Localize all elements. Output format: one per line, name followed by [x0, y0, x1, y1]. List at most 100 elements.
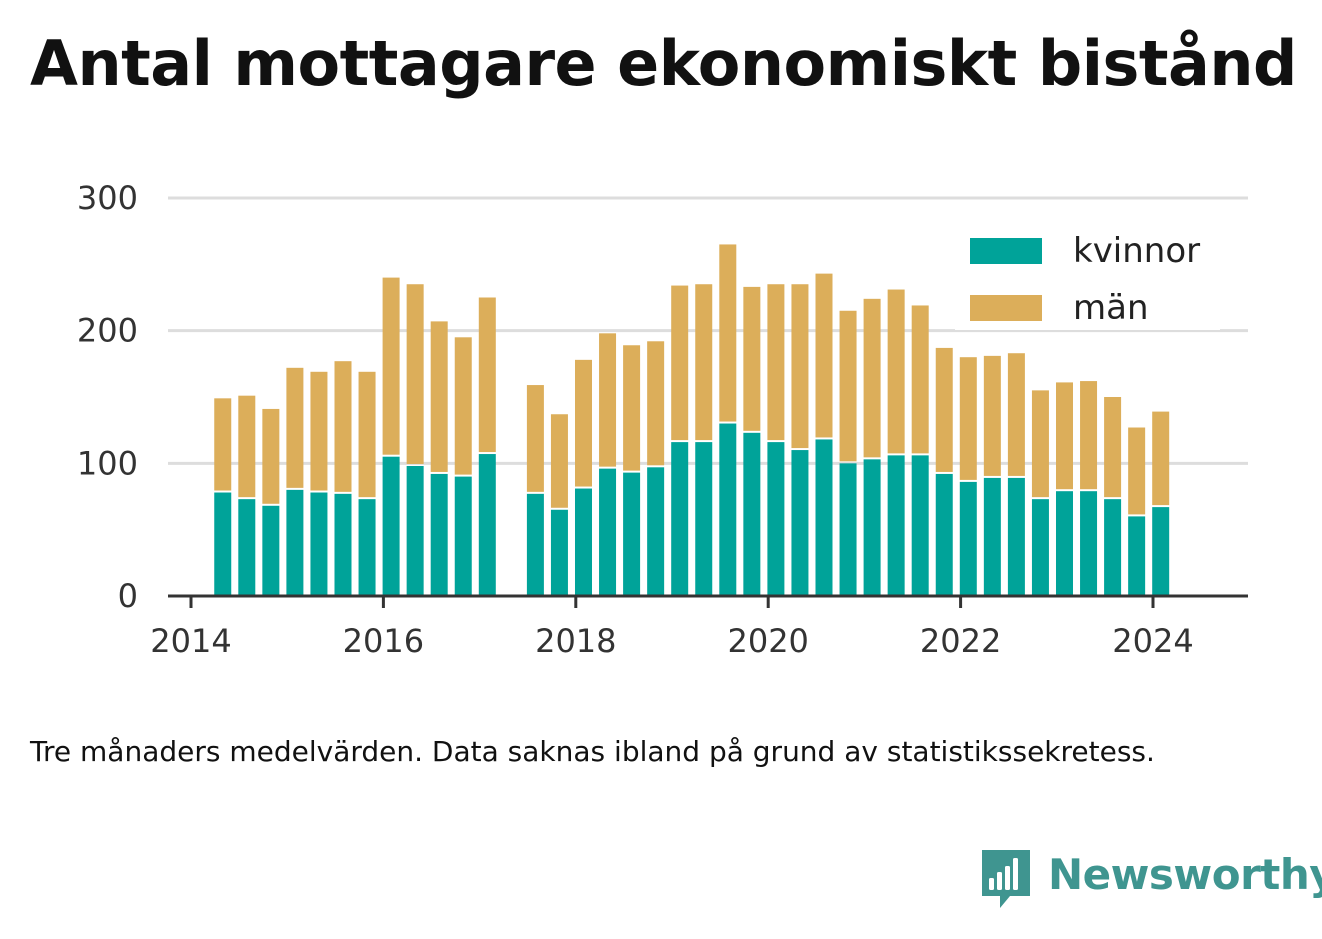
y-tick-label: 0 [118, 577, 138, 615]
bar-man [743, 286, 761, 431]
bar-kvinnor [791, 450, 809, 596]
bar-man [430, 321, 448, 472]
bar-kvinnor [454, 476, 472, 596]
bar-kvinnor [1152, 507, 1170, 596]
bar-man [1104, 397, 1122, 498]
bar-man [214, 398, 232, 491]
bar-man [358, 371, 376, 498]
bar-man [1055, 382, 1073, 490]
bar-man [839, 310, 857, 462]
y-tick-label: 100 [77, 444, 138, 482]
bar-man [719, 244, 737, 422]
bar-man [815, 273, 833, 438]
bar-kvinnor [1031, 499, 1049, 596]
bar-kvinnor [526, 493, 544, 596]
chart-title: Antal mottagare ekonomiskt bistånd [30, 27, 1297, 100]
bar-man [983, 355, 1001, 476]
y-tick-label: 300 [77, 179, 138, 217]
x-tick-label: 2022 [920, 622, 1001, 660]
legend-swatch-man [970, 295, 1042, 321]
bar-man [1007, 353, 1025, 476]
bar-man [911, 305, 929, 454]
bar-kvinnor [1080, 491, 1098, 596]
bar-kvinnor [1007, 477, 1025, 596]
bar-man [935, 347, 953, 472]
bar-man [623, 345, 641, 471]
bar-kvinnor [935, 473, 953, 596]
bar-man [406, 284, 424, 464]
bar-kvinnor [1055, 491, 1073, 596]
bar-man [647, 341, 665, 466]
legend-label-man: män [1073, 288, 1149, 328]
bar-kvinnor [959, 481, 977, 596]
bar-man [310, 371, 328, 491]
bar-kvinnor [1104, 499, 1122, 596]
x-tick-label: 2020 [727, 622, 808, 660]
bar-man [599, 333, 617, 467]
x-tick-label: 2014 [150, 622, 231, 660]
bar-kvinnor [671, 442, 689, 596]
bar-kvinnor [262, 505, 280, 596]
legend: kvinnor män [955, 222, 1220, 330]
bar-kvinnor [1128, 516, 1146, 596]
bar-kvinnor [983, 477, 1001, 596]
bar-kvinnor [310, 492, 328, 596]
x-tick-label: 2016 [343, 622, 424, 660]
x-tick-label: 2018 [535, 622, 616, 660]
bar-series [214, 244, 1170, 596]
bar-man [887, 289, 905, 454]
y-tick-label: 200 [77, 312, 138, 350]
bar-man [550, 414, 568, 508]
bar-kvinnor [550, 509, 568, 596]
bar-kvinnor [238, 499, 256, 596]
bar-kvinnor [334, 493, 352, 596]
chart-canvas: 0 100 200 300 2014 2016 2018 2020 2022 2024 kvin… [77, 179, 1248, 660]
bar-man [1080, 381, 1098, 490]
bar-man [382, 277, 400, 455]
x-axis [168, 594, 1248, 608]
legend-swatch-kvinnor [970, 238, 1042, 264]
bar-kvinnor [815, 439, 833, 596]
bar-man [334, 361, 352, 492]
bar-kvinnor [214, 492, 232, 596]
bar-man [791, 284, 809, 449]
chart-footnote: Tre månaders medelvärden. Data saknas ib… [30, 735, 1155, 768]
bar-kvinnor [911, 455, 929, 596]
bar-kvinnor [286, 489, 304, 596]
bar-kvinnor [358, 499, 376, 596]
bar-kvinnor [767, 442, 785, 596]
bar-man [767, 284, 785, 441]
bar-man [1031, 390, 1049, 498]
bar-kvinnor [743, 432, 761, 596]
bar-man [574, 359, 592, 487]
bar-kvinnor [887, 455, 905, 596]
bar-kvinnor [599, 468, 617, 596]
bar-man [286, 367, 304, 488]
bar-man [671, 285, 689, 441]
bar-man [526, 385, 544, 492]
bar-kvinnor [647, 467, 665, 596]
bar-kvinnor [382, 456, 400, 596]
bar-kvinnor [574, 488, 592, 596]
bar-kvinnor [478, 454, 496, 596]
bar-man [478, 297, 496, 453]
bar-man [863, 298, 881, 458]
bar-man [238, 395, 256, 498]
bar-man [454, 337, 472, 475]
bar-kvinnor [863, 459, 881, 596]
bar-kvinnor [430, 473, 448, 596]
bar-kvinnor [623, 472, 641, 596]
bar-kvinnor [719, 423, 737, 596]
bar-man [262, 408, 280, 504]
newsworthy-logo-icon [982, 850, 1030, 908]
newsworthy-logo-text: Newsworthy [1048, 850, 1322, 899]
bar-man [1128, 427, 1146, 515]
y-axis-labels: 0 100 200 300 [77, 179, 138, 615]
x-axis-labels: 2014 2016 2018 2020 2022 2024 [150, 622, 1193, 660]
bar-man [959, 357, 977, 480]
x-tick-label: 2024 [1112, 622, 1193, 660]
bar-man [1152, 411, 1170, 506]
legend-label-kvinnor: kvinnor [1073, 231, 1200, 271]
bar-man [695, 284, 713, 441]
bar-kvinnor [839, 463, 857, 596]
